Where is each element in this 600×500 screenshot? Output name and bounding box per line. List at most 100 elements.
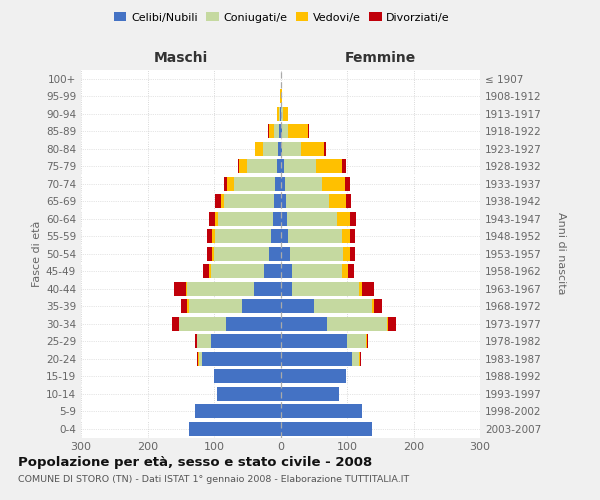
Bar: [189, 299, 242, 313]
Bar: [282, 124, 289, 138]
Bar: [247, 159, 277, 174]
Bar: [281, 159, 284, 174]
Bar: [387, 317, 388, 331]
Bar: [215, 212, 218, 226]
Bar: [346, 194, 351, 208]
Bar: [281, 177, 285, 190]
Bar: [263, 142, 278, 156]
Bar: [350, 229, 355, 244]
Bar: [327, 317, 387, 331]
Bar: [281, 212, 287, 226]
Text: Femmine: Femmine: [344, 51, 416, 64]
Bar: [314, 299, 372, 313]
Bar: [269, 124, 274, 138]
Bar: [281, 246, 290, 261]
Bar: [224, 177, 227, 190]
Bar: [281, 317, 327, 331]
Bar: [277, 159, 281, 174]
Bar: [281, 142, 283, 156]
Bar: [269, 246, 281, 261]
Bar: [189, 422, 281, 436]
Bar: [280, 107, 281, 120]
Bar: [281, 229, 289, 244]
Bar: [359, 282, 362, 296]
Bar: [242, 299, 281, 313]
Bar: [350, 212, 356, 226]
Bar: [224, 194, 274, 208]
Text: Maschi: Maschi: [154, 51, 208, 64]
Bar: [179, 317, 226, 331]
Bar: [374, 299, 382, 313]
Bar: [283, 142, 301, 156]
Bar: [234, 177, 275, 190]
Bar: [284, 159, 316, 174]
Bar: [343, 246, 350, 261]
Bar: [186, 282, 187, 296]
Bar: [337, 212, 350, 226]
Bar: [209, 212, 215, 226]
Bar: [211, 264, 264, 278]
Bar: [217, 387, 281, 401]
Bar: [254, 282, 281, 296]
Bar: [280, 89, 281, 104]
Bar: [274, 124, 279, 138]
Text: Popolazione per età, sesso e stato civile - 2008: Popolazione per età, sesso e stato civil…: [18, 456, 372, 469]
Bar: [278, 107, 280, 120]
Bar: [268, 124, 269, 138]
Bar: [281, 124, 282, 138]
Bar: [292, 264, 343, 278]
Bar: [341, 229, 350, 244]
Bar: [172, 317, 179, 331]
Y-axis label: Anni di nascita: Anni di nascita: [556, 212, 566, 295]
Bar: [196, 404, 281, 418]
Bar: [214, 246, 269, 261]
Bar: [308, 124, 309, 138]
Bar: [322, 177, 345, 190]
Bar: [301, 142, 325, 156]
Bar: [275, 177, 281, 190]
Text: COMUNE DI STORO (TN) - Dati ISTAT 1° gennaio 2008 - Elaborazione TUTTITALIA.IT: COMUNE DI STORO (TN) - Dati ISTAT 1° gen…: [18, 475, 409, 484]
Bar: [343, 159, 346, 174]
Bar: [352, 352, 359, 366]
Bar: [343, 264, 347, 278]
Bar: [281, 404, 362, 418]
Bar: [367, 334, 368, 348]
Bar: [218, 212, 272, 226]
Bar: [281, 299, 314, 313]
Bar: [347, 264, 355, 278]
Bar: [197, 334, 211, 348]
Bar: [187, 299, 189, 313]
Bar: [290, 246, 343, 261]
Y-axis label: Fasce di età: Fasce di età: [32, 220, 42, 287]
Bar: [271, 229, 281, 244]
Bar: [325, 142, 326, 156]
Bar: [281, 334, 347, 348]
Bar: [281, 352, 352, 366]
Bar: [212, 229, 215, 244]
Bar: [208, 246, 212, 261]
Bar: [274, 194, 281, 208]
Bar: [196, 334, 197, 348]
Bar: [281, 422, 372, 436]
Bar: [362, 282, 374, 296]
Bar: [255, 142, 263, 156]
Bar: [289, 124, 308, 138]
Bar: [197, 352, 198, 366]
Bar: [238, 159, 239, 174]
Bar: [279, 124, 281, 138]
Bar: [360, 352, 361, 366]
Bar: [272, 212, 281, 226]
Bar: [215, 229, 271, 244]
Bar: [181, 299, 187, 313]
Bar: [372, 299, 374, 313]
Bar: [281, 264, 292, 278]
Bar: [281, 369, 346, 383]
Bar: [285, 177, 322, 190]
Bar: [287, 212, 337, 226]
Bar: [211, 334, 281, 348]
Bar: [281, 387, 339, 401]
Bar: [286, 194, 329, 208]
Bar: [347, 334, 365, 348]
Bar: [316, 159, 343, 174]
Bar: [350, 246, 355, 261]
